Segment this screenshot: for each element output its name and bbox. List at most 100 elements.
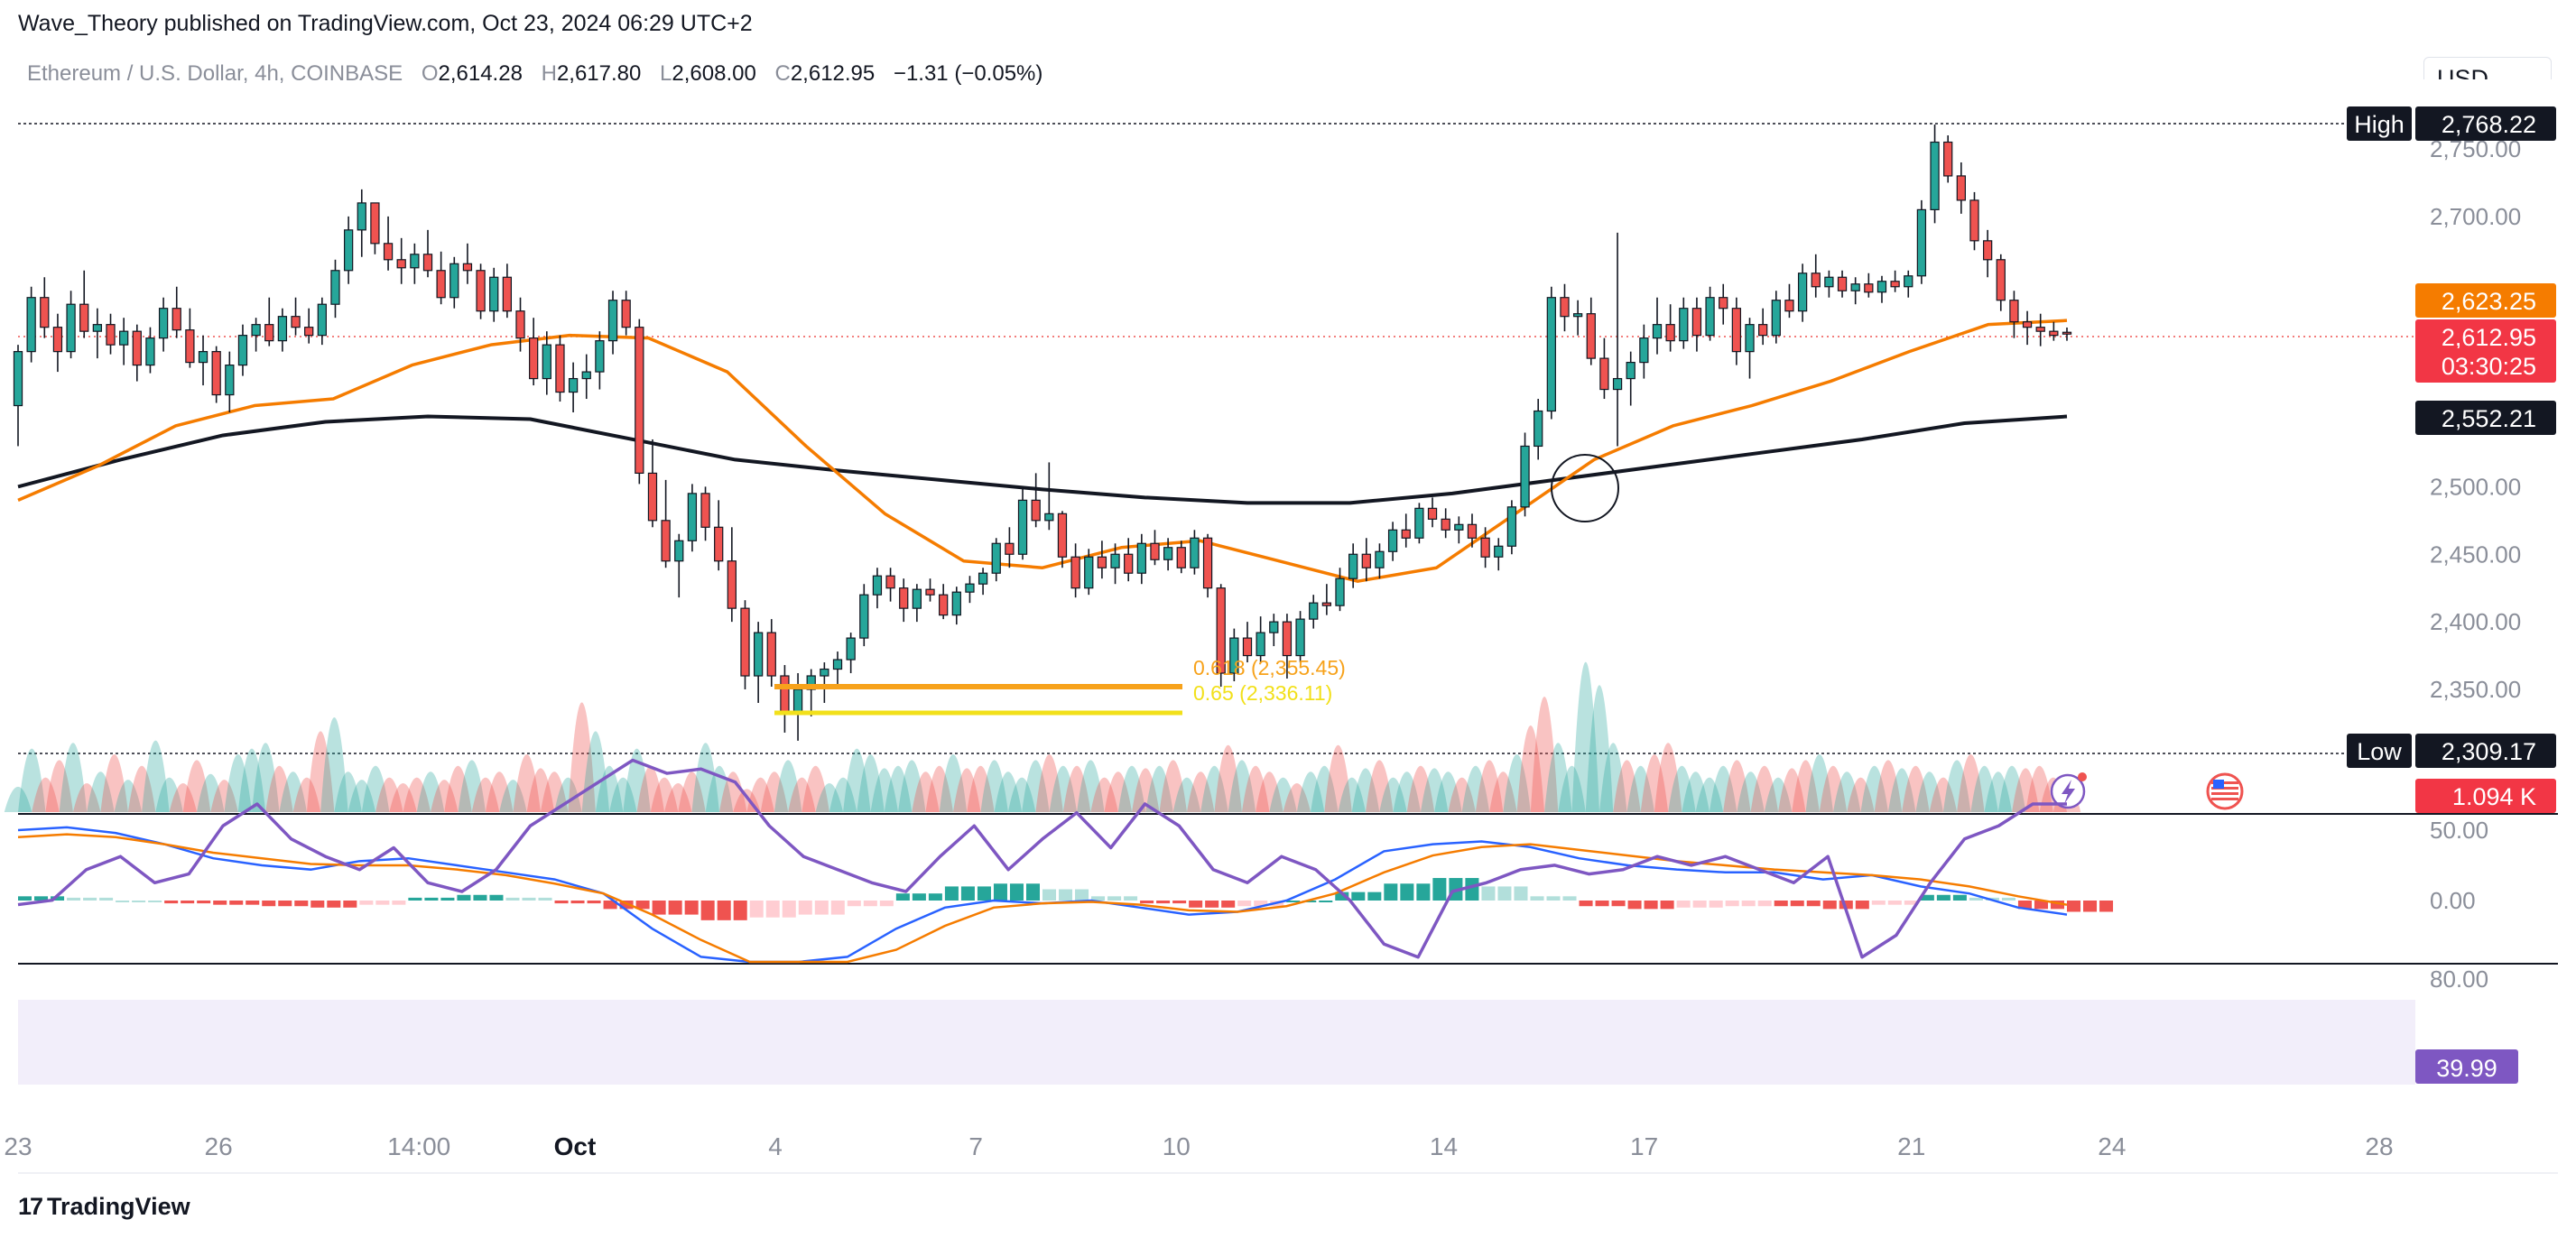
candle[interactable]	[1876, 281, 1887, 293]
candle[interactable]	[885, 575, 895, 589]
candle[interactable]	[939, 594, 949, 616]
candle[interactable]	[515, 310, 525, 339]
candle[interactable]	[1375, 550, 1385, 568]
candle[interactable]	[66, 303, 76, 353]
candle[interactable]	[2035, 327, 2045, 332]
candle[interactable]	[1480, 537, 1490, 558]
candle[interactable]	[1916, 208, 1927, 277]
candle[interactable]	[92, 324, 103, 332]
candle[interactable]	[410, 254, 420, 269]
candle[interactable]	[1097, 556, 1107, 568]
flash-icon[interactable]	[2050, 772, 2087, 809]
candle[interactable]	[1996, 259, 2006, 301]
candle[interactable]	[1652, 324, 1663, 339]
candle[interactable]	[1824, 276, 1834, 288]
candle[interactable]	[1070, 556, 1080, 589]
candle[interactable]	[1572, 313, 1583, 318]
crossover-circle[interactable]	[1551, 454, 1619, 522]
candle[interactable]	[383, 243, 394, 261]
candle[interactable]	[237, 335, 248, 366]
candle[interactable]	[965, 583, 975, 593]
candle[interactable]	[1665, 324, 1675, 342]
candle[interactable]	[647, 472, 658, 522]
candle[interactable]	[304, 327, 314, 337]
candle[interactable]	[542, 344, 551, 380]
candle[interactable]	[1811, 273, 1821, 288]
candle[interactable]	[912, 588, 922, 609]
candle[interactable]	[132, 330, 142, 366]
candle[interactable]	[119, 330, 129, 346]
candle[interactable]	[422, 254, 433, 272]
candle[interactable]	[859, 594, 869, 639]
candle[interactable]	[1348, 553, 1358, 579]
candle[interactable]	[449, 263, 459, 299]
candle[interactable]	[1731, 308, 1742, 353]
candle[interactable]	[1124, 553, 1134, 574]
candle[interactable]	[1229, 637, 1239, 674]
candle[interactable]	[1044, 513, 1054, 522]
candle[interactable]	[2022, 321, 2033, 328]
candle[interactable]	[330, 270, 340, 305]
candle[interactable]	[1639, 337, 1649, 364]
candle[interactable]	[185, 329, 195, 364]
candle[interactable]	[1506, 506, 1517, 547]
candle[interactable]	[1546, 297, 1556, 412]
candle[interactable]	[1387, 529, 1398, 552]
candle[interactable]	[1719, 297, 1728, 310]
candle[interactable]	[1136, 542, 1146, 574]
candle[interactable]	[568, 377, 579, 393]
candle[interactable]	[343, 229, 354, 272]
candle[interactable]	[1084, 556, 1094, 589]
candle[interactable]	[607, 300, 618, 342]
candle[interactable]	[1414, 507, 1424, 539]
candle[interactable]	[106, 324, 116, 346]
candle[interactable]	[1612, 377, 1623, 391]
candle[interactable]	[1904, 275, 1913, 288]
candle[interactable]	[1969, 199, 1979, 242]
candle[interactable]	[555, 344, 565, 393]
candle[interactable]	[899, 587, 909, 609]
candle[interactable]	[846, 637, 856, 661]
candle[interactable]	[1560, 297, 1570, 318]
candle[interactable]	[1031, 499, 1041, 522]
candle[interactable]	[727, 560, 737, 609]
candle[interactable]	[158, 308, 169, 339]
candle[interactable]	[357, 202, 366, 231]
candle[interactable]	[1441, 518, 1450, 531]
candle[interactable]	[1454, 523, 1464, 531]
candle[interactable]	[635, 327, 644, 475]
us-flag-icon[interactable]	[2206, 772, 2244, 810]
candle[interactable]	[792, 688, 803, 715]
candle[interactable]	[1057, 513, 1068, 558]
candle[interactable]	[1771, 300, 1781, 337]
candle[interactable]	[700, 493, 710, 528]
candle[interactable]	[753, 632, 764, 677]
candle[interactable]	[1534, 410, 1543, 448]
candle[interactable]	[529, 337, 539, 380]
candle[interactable]	[317, 303, 327, 337]
candle[interactable]	[1427, 507, 1438, 520]
candle[interactable]	[1982, 240, 1993, 261]
candle[interactable]	[687, 493, 698, 541]
candle[interactable]	[1282, 621, 1293, 657]
candle[interactable]	[1956, 175, 1966, 201]
candle[interactable]	[1110, 553, 1120, 568]
candle[interactable]	[1797, 273, 1808, 312]
candle[interactable]	[1321, 602, 1332, 606]
candle[interactable]	[1679, 308, 1689, 342]
candle[interactable]	[145, 337, 155, 366]
candle[interactable]	[925, 588, 935, 596]
candle[interactable]	[291, 316, 301, 328]
candle[interactable]	[1163, 547, 1173, 560]
candle[interactable]	[1758, 324, 1768, 337]
candle[interactable]	[1599, 357, 1609, 391]
candle[interactable]	[766, 632, 776, 677]
candle[interactable]	[251, 324, 261, 337]
candle[interactable]	[26, 297, 36, 353]
candle[interactable]	[1401, 529, 1411, 539]
candle[interactable]	[832, 659, 843, 670]
candle[interactable]	[1837, 276, 1848, 291]
candle[interactable]	[13, 351, 23, 407]
candle[interactable]	[1202, 537, 1213, 589]
